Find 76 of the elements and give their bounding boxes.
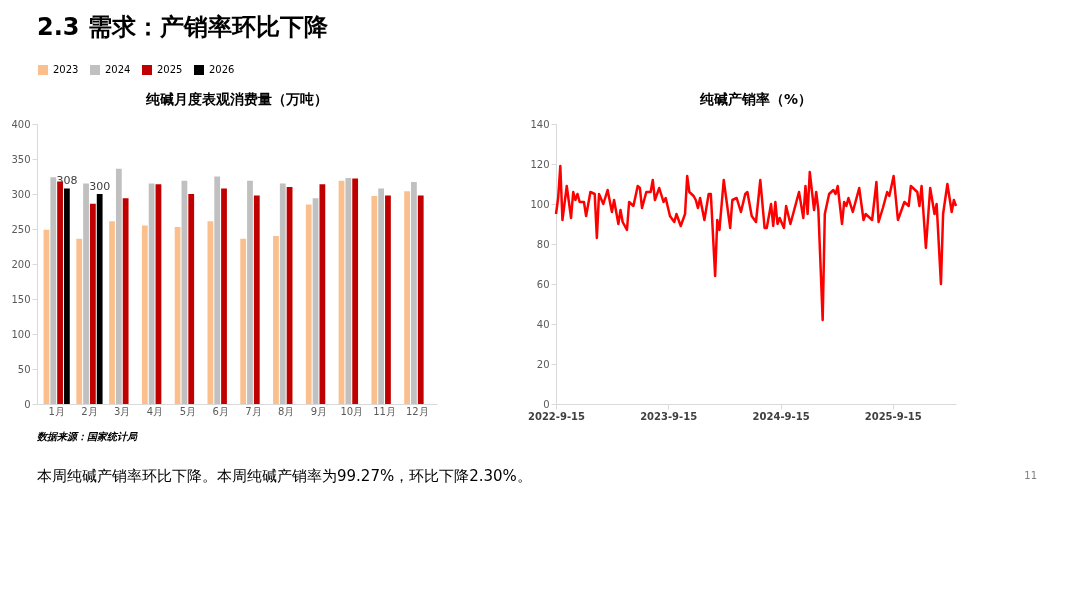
y-tick-label: 0: [543, 398, 550, 410]
bar: [385, 195, 391, 404]
bar: [109, 221, 115, 404]
x-tick-label: 7月: [245, 405, 262, 417]
bar: [89, 203, 96, 404]
x-tick-label: 8月: [277, 405, 295, 417]
y-tick-label: 250: [11, 223, 31, 235]
legend-label: 2025: [157, 64, 183, 75]
y-tick-label: 350: [11, 153, 31, 165]
x-tick-label: 4月: [146, 405, 164, 417]
text: 11: [1024, 470, 1037, 481]
bar: [141, 225, 148, 404]
bar: [96, 194, 103, 404]
x-tick-label: 3月: [114, 405, 131, 417]
bar: [417, 195, 424, 404]
bar: [371, 196, 378, 404]
x-tick-label: 6月: [212, 405, 229, 417]
bar: [115, 168, 122, 404]
legend-label: 2026: [209, 64, 235, 75]
x-tick-label: 9月: [310, 405, 328, 417]
x-tick-label: 2022-9-15: [527, 410, 586, 422]
y-tick-label: 120: [530, 158, 550, 170]
x-tick-label: 2024-9-15: [752, 410, 810, 422]
bar: [240, 238, 247, 404]
bar: [253, 195, 260, 404]
bar: [273, 236, 279, 404]
x-tick-label: 11月: [373, 405, 396, 417]
x-tick-label: 1月: [48, 405, 65, 417]
x-tick-label: 2023-9-15: [640, 410, 698, 422]
bar: [214, 176, 221, 404]
bar: [247, 180, 253, 404]
bar: [83, 183, 89, 404]
bar: [319, 184, 326, 404]
y-tick-label: 100: [11, 328, 31, 340]
x-tick-label: 10月: [340, 405, 364, 417]
data-label: 300: [89, 180, 111, 193]
bar: [345, 177, 352, 404]
x-tick-label: 2025-9-15: [864, 410, 922, 422]
y-tick-label: 140: [530, 118, 550, 130]
bar: [148, 183, 155, 404]
y-tick-label: 0: [24, 398, 31, 410]
line-series: [554, 164, 958, 322]
x-tick-label: 5月: [179, 405, 197, 417]
bar: [279, 183, 286, 404]
legend-label: 2024: [105, 64, 131, 75]
bar: [50, 177, 57, 404]
y-tick-label: 100: [530, 198, 550, 210]
y-tick-label: 20: [536, 358, 550, 370]
bar: [404, 191, 410, 404]
bar: [411, 182, 417, 404]
chart-title: 纯碱产销率（%）: [698, 91, 813, 107]
y-tick-label: 400: [11, 118, 31, 130]
bar: [122, 198, 129, 404]
bar: [305, 204, 312, 404]
x-tick-label: 12月: [405, 405, 429, 417]
bar: [352, 178, 359, 404]
y-tick-label: 50: [17, 363, 31, 375]
bar: [378, 188, 385, 404]
bar: [76, 238, 83, 404]
bar: [207, 221, 214, 404]
bar: [188, 194, 195, 404]
text: 本周纯碱产销率环比下降。本周纯碱产销率为99.27%，环比下降2.30%。: [37, 467, 532, 485]
y-tick-label: 200: [11, 258, 31, 270]
chart-title: 纯碱月度表观消费量（万吨）: [145, 91, 328, 107]
legend-label: 2023: [53, 64, 79, 75]
source-note: 数据来源：国家统计局: [36, 431, 138, 442]
bar: [64, 188, 70, 404]
y-tick-label: 150: [11, 293, 31, 305]
y-tick-label: 60: [536, 278, 550, 290]
bar: [221, 188, 227, 404]
y-tick-label: 80: [536, 238, 550, 250]
y-tick-label: 40: [536, 318, 550, 330]
data-label: 308: [56, 174, 78, 188]
x-tick-label: 2月: [81, 405, 98, 417]
y-tick-label: 300: [11, 188, 31, 200]
text: 2.3 需求：产销率环比下降: [37, 13, 329, 41]
